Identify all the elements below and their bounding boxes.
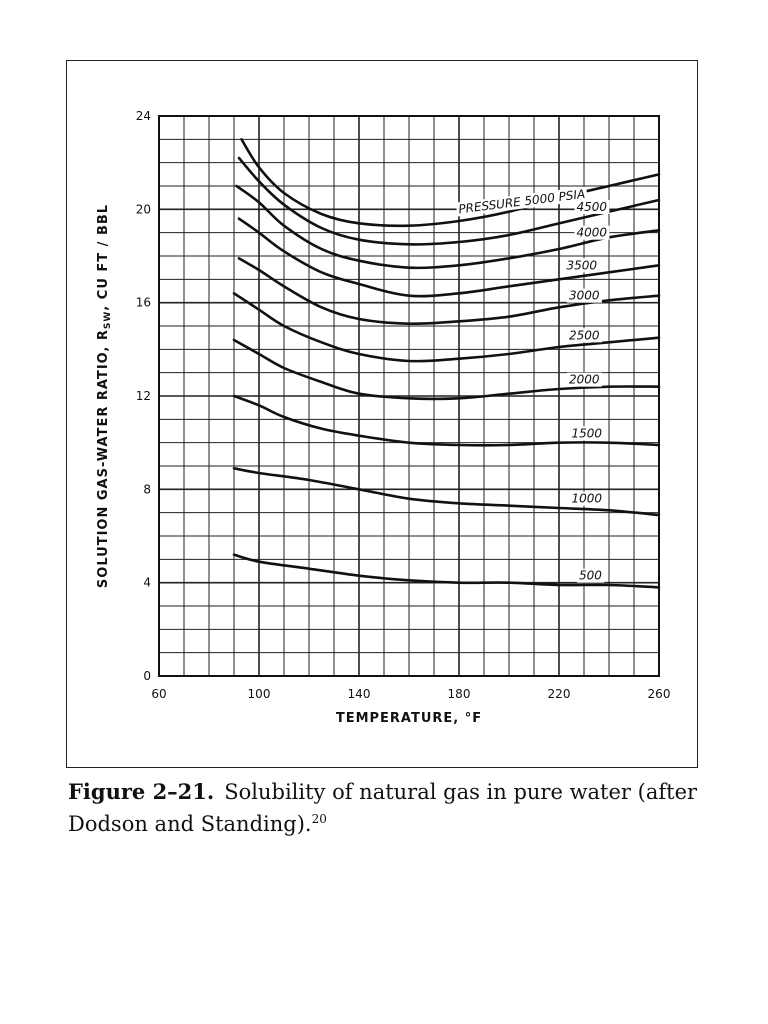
x-tick-label: 140: [348, 687, 371, 701]
curve-label-2: 4500: [577, 200, 608, 214]
y-tick-label: 16: [136, 296, 151, 310]
curve-label-backing: [567, 288, 602, 303]
curve-label-3: 4000: [577, 226, 608, 240]
x-tick-label: 180: [448, 687, 471, 701]
x-tick-label: 100: [248, 687, 271, 701]
curve-label-8: 1500: [572, 426, 603, 440]
y-tick-label: 0: [143, 669, 151, 683]
curve-label-5: 3000: [569, 289, 600, 303]
curve-4: [237, 217, 661, 298]
figure-frame: PRESSURE 5000 PSIA 4500 4000 3500 3000 2500 20…: [66, 60, 698, 768]
y-axis-title-unit: , CU FT / BBL: [96, 204, 111, 311]
y-tick-label: 20: [136, 202, 151, 216]
y-tick-label: 8: [143, 482, 151, 496]
curve-7: [232, 338, 661, 401]
curve-8: [232, 394, 661, 447]
curve-label-backing: [577, 568, 605, 583]
curve-label-backing: [455, 186, 588, 217]
y-axis-title: SOLUTION GAS-WATER RATIO, RSW, CU FT / B…: [96, 204, 113, 588]
y-tick-label: 12: [136, 389, 151, 403]
curve-6: [232, 292, 661, 363]
figure-caption: Figure 2–21. Solubility of natural gas in…: [68, 776, 708, 840]
curve-label-9: 1000: [572, 492, 603, 506]
x-axis-title: TEMPERATURE, °F: [336, 711, 482, 726]
curve-label-10: 500: [579, 569, 602, 583]
x-tick-label: 260: [648, 687, 671, 701]
curve-label-backing: [569, 491, 605, 506]
curve-label-backing: [567, 372, 602, 387]
caption-text: Solubility of natural gas in pure water …: [68, 780, 698, 836]
x-tick-label: 220: [548, 687, 571, 701]
curve-label-backing: [567, 328, 602, 343]
solubility-chart: PRESSURE 5000 PSIA4500400035003000250020…: [96, 109, 671, 726]
curve-10: [232, 553, 661, 589]
y-tick-label: 4: [143, 576, 151, 590]
y-tick-label: 24: [136, 109, 151, 123]
curve-label-backing: [569, 426, 605, 441]
tick-labels: 60 100 140 180 220 260 0 4 8 12 16 20 24: [136, 109, 671, 701]
caption-reference: 20: [311, 812, 327, 826]
curve-label-4: 3500: [567, 258, 598, 272]
y-axis-title-subscript: SW: [103, 311, 113, 329]
figure-label: Figure 2–21.: [68, 779, 215, 804]
curve-3: [235, 184, 661, 270]
curve-label-backing: [574, 225, 610, 240]
curves: [232, 138, 661, 589]
curve-5: [237, 257, 661, 326]
y-axis-title-main: SOLUTION GAS-WATER RATIO, R: [96, 329, 111, 588]
curve-9: [232, 467, 661, 517]
curve-label-backing: [574, 200, 610, 214]
curve-label-1: PRESSURE 5000 PSIA: [458, 187, 586, 216]
x-tick-label: 60: [151, 687, 166, 701]
curve-label-6: 2500: [569, 328, 600, 342]
curve-2: [237, 156, 661, 246]
plot-border: [158, 115, 660, 677]
curve-label-backing: [564, 258, 600, 273]
curve-label-7: 2000: [569, 373, 600, 387]
